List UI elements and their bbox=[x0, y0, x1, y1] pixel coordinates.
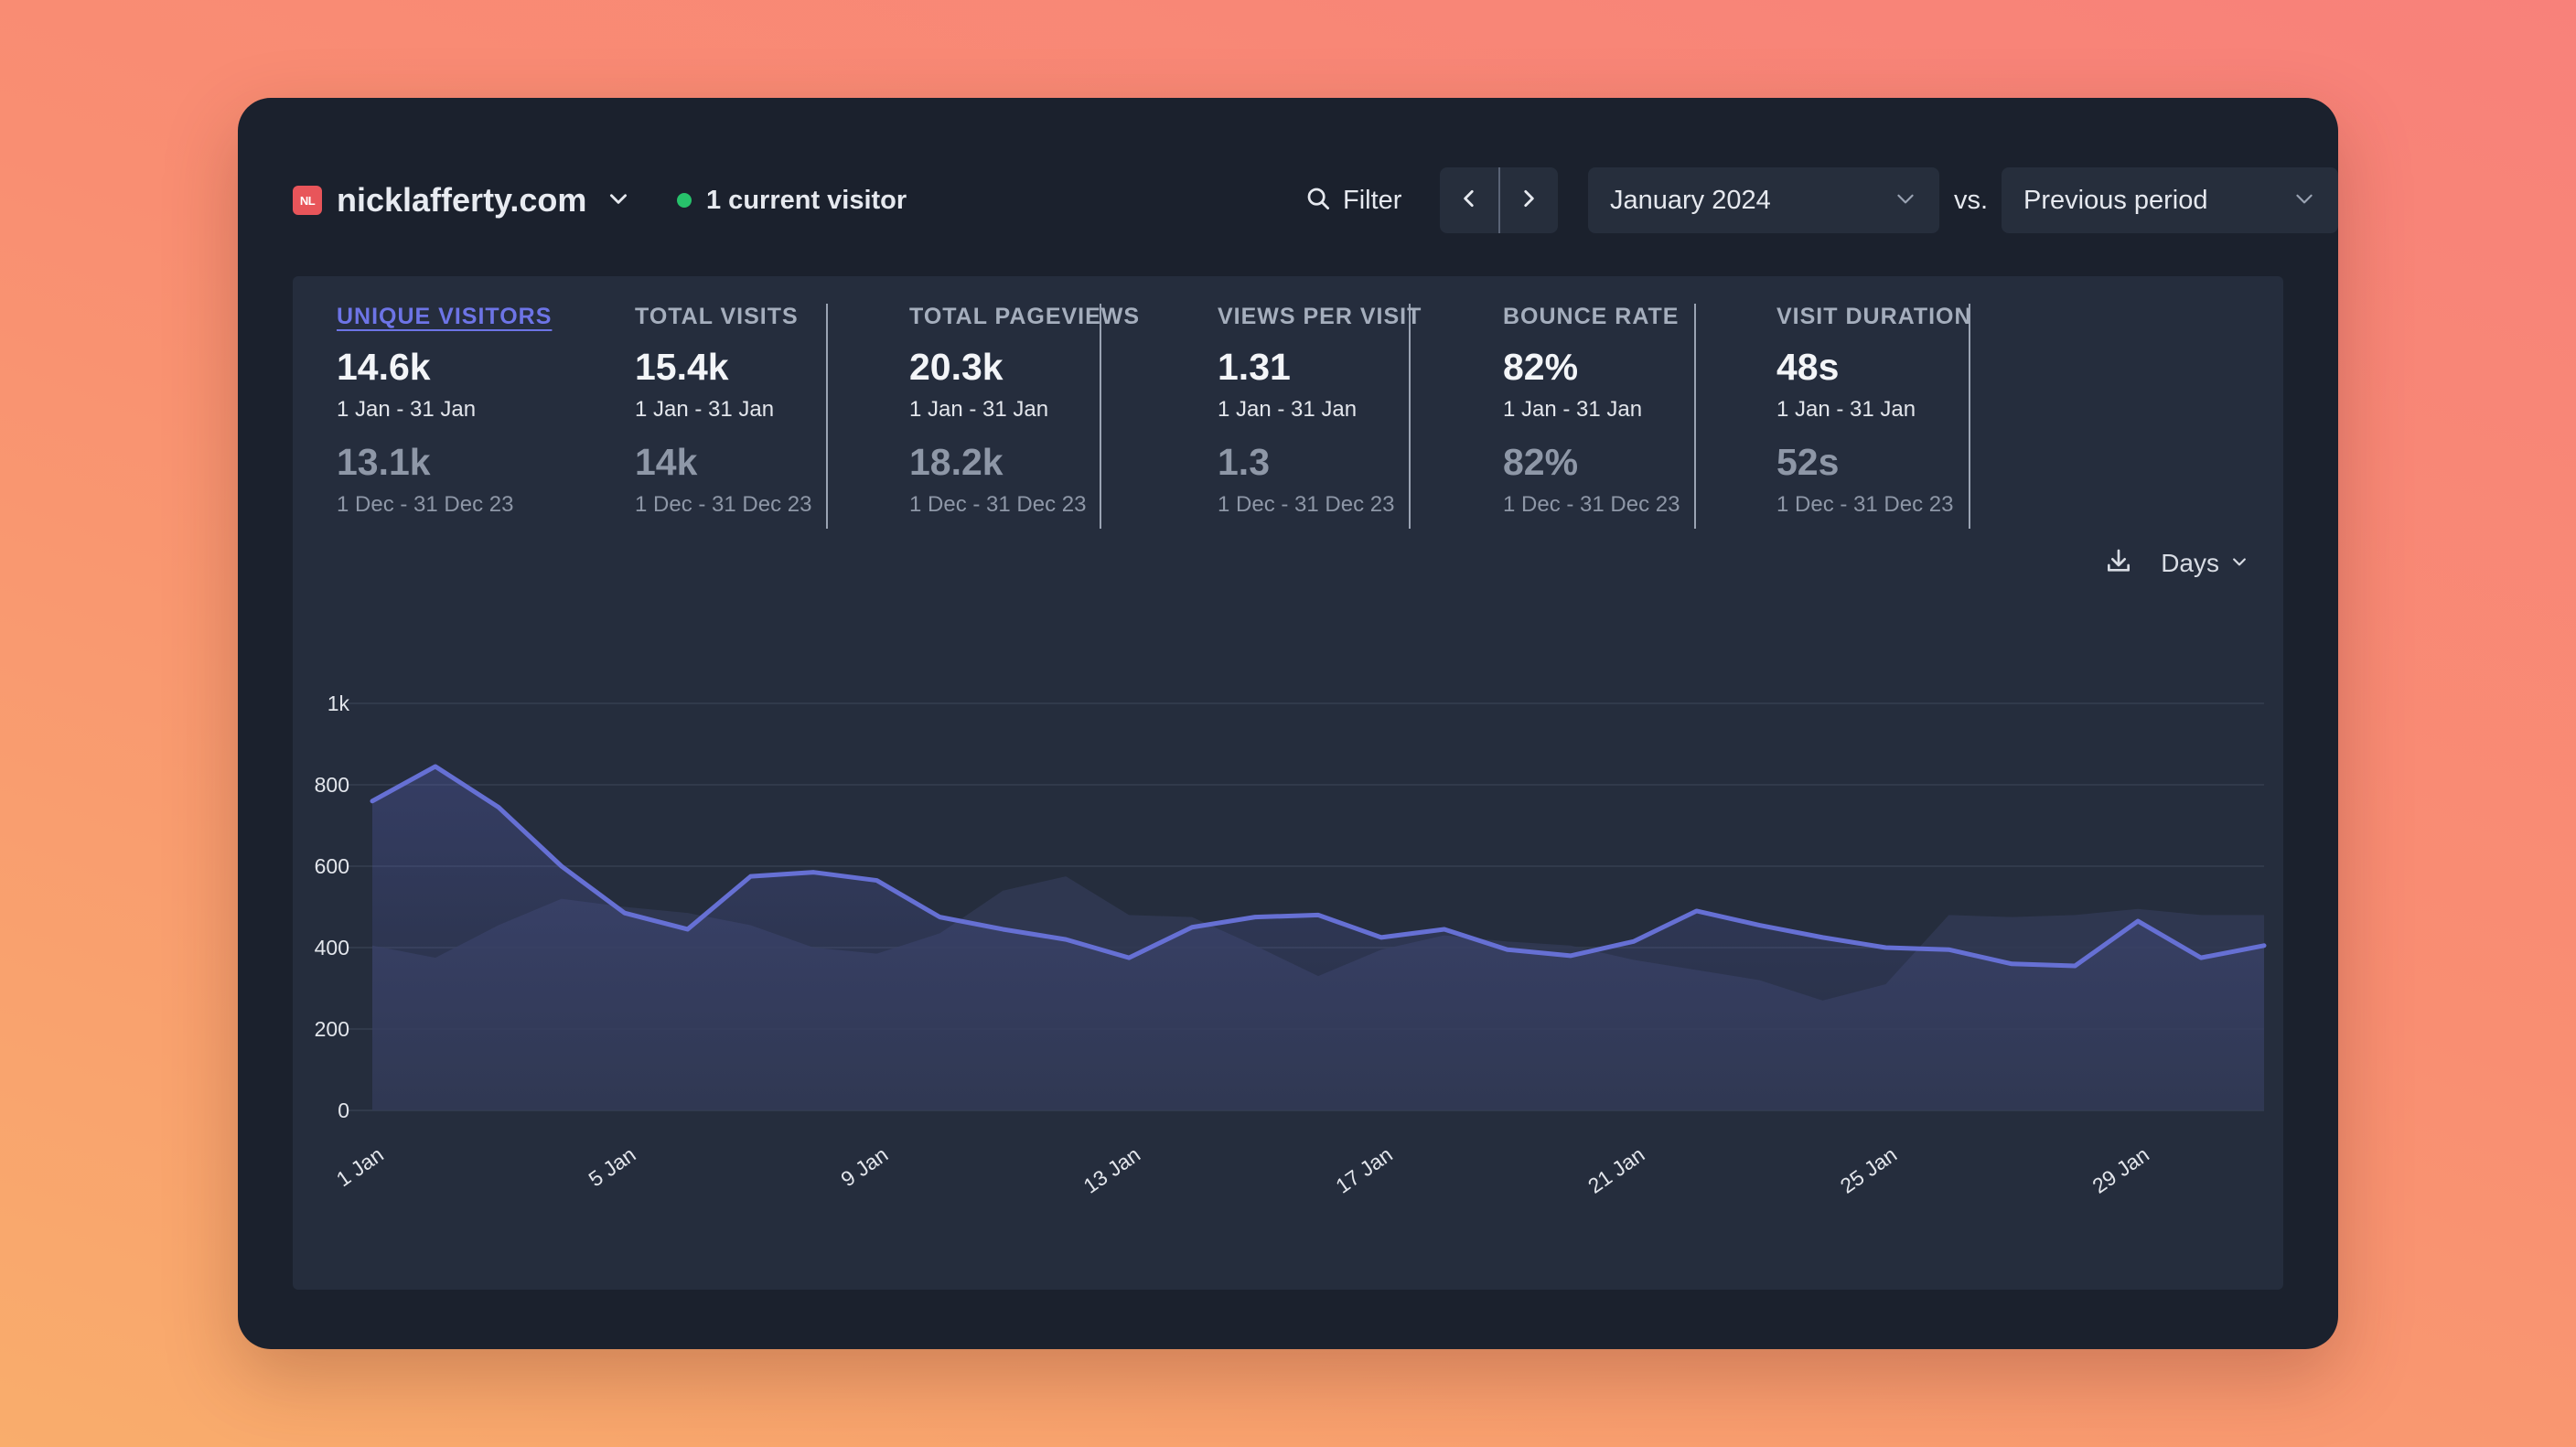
stat-range: 1 Jan - 31 Jan bbox=[1503, 397, 1643, 422]
chevron-down-icon bbox=[2230, 552, 2249, 575]
stat-divider bbox=[1409, 304, 1411, 529]
live-indicator-dot bbox=[677, 193, 692, 208]
period-navigation bbox=[1440, 167, 1558, 233]
filter-button[interactable]: Filter bbox=[1304, 167, 1401, 233]
stat-range: 1 Jan - 31 Jan bbox=[909, 397, 1049, 422]
current-visitors-label: 1 current visitor bbox=[706, 185, 907, 215]
stat-range: 1 Jan - 31 Jan bbox=[635, 397, 775, 422]
stat-range: 1 Jan - 31 Jan bbox=[337, 397, 477, 422]
x-tick-label: 17 Jan bbox=[1331, 1142, 1396, 1198]
stat-divider bbox=[826, 304, 828, 529]
vs-label: vs. bbox=[1954, 186, 1989, 215]
stat-range: 1 Jan - 31 Jan bbox=[1218, 397, 1358, 422]
x-tick-label: 25 Jan bbox=[1836, 1142, 1901, 1198]
stat-divider bbox=[1694, 304, 1696, 529]
stat-previous-range: 1 Dec - 31 Dec 23 bbox=[909, 492, 1087, 517]
download-button[interactable] bbox=[2104, 547, 2133, 581]
stat-bounce-rate[interactable]: BOUNCE RATE 82% 1 Jan - 31 Jan 82% 1 Dec… bbox=[1503, 304, 1680, 529]
stat-previous-range: 1 Dec - 31 Dec 23 bbox=[635, 492, 812, 517]
x-tick-label: 29 Jan bbox=[2088, 1142, 2153, 1198]
stat-divider bbox=[1100, 304, 1101, 529]
site-favicon: NL bbox=[293, 186, 322, 215]
x-tick-label: 21 Jan bbox=[1583, 1142, 1648, 1198]
stat-value: 48s bbox=[1776, 346, 1840, 388]
y-tick-label: 400 bbox=[315, 936, 349, 959]
site-switcher[interactable]: NL nicklafferty.com bbox=[293, 167, 630, 233]
y-tick-label: 600 bbox=[315, 854, 349, 878]
download-icon bbox=[2104, 547, 2133, 581]
stat-value: 14.6k bbox=[337, 346, 431, 388]
stat-value: 82% bbox=[1503, 346, 1579, 388]
stat-label: TOTAL PAGEVIEWS bbox=[909, 304, 1141, 329]
y-tick-label: 0 bbox=[338, 1099, 349, 1122]
stat-previous-value: 52s bbox=[1776, 441, 1840, 483]
stat-previous-value: 82% bbox=[1503, 441, 1579, 483]
next-period-button[interactable] bbox=[1500, 167, 1559, 233]
current-period-line[interactable] bbox=[370, 764, 2267, 969]
chevron-right-icon bbox=[1517, 187, 1540, 215]
stat-previous-range: 1 Dec - 31 Dec 23 bbox=[1503, 492, 1680, 517]
chevron-down-icon bbox=[606, 187, 630, 215]
y-tick-label: 800 bbox=[315, 773, 349, 797]
period-select-value: January 2024 bbox=[1610, 185, 1771, 215]
chevron-down-icon bbox=[2292, 187, 2316, 215]
stats-panel: UNIQUE VISITORS 14.6k 1 Jan - 31 Jan 13.… bbox=[293, 276, 2283, 1290]
stat-previous-range: 1 Dec - 31 Dec 23 bbox=[1776, 492, 1954, 517]
chevron-down-icon bbox=[1894, 187, 1917, 215]
current-period-area bbox=[372, 766, 2264, 1110]
stat-visit-duration[interactable]: VISIT DURATION 48s 1 Jan - 31 Jan 52s 1 … bbox=[1776, 304, 1972, 529]
stat-total-pageviews[interactable]: TOTAL PAGEVIEWS 20.3k 1 Jan - 31 Jan 18.… bbox=[909, 304, 1140, 529]
stat-previous-value: 13.1k bbox=[337, 441, 431, 483]
comparison-select[interactable]: Previous period bbox=[2002, 167, 2338, 233]
y-tick-label: 200 bbox=[315, 1017, 349, 1041]
y-tick-label: 1k bbox=[327, 691, 350, 715]
current-visitors[interactable]: 1 current visitor bbox=[677, 167, 907, 233]
interval-select-value: Days bbox=[2161, 549, 2219, 577]
x-tick-label: 13 Jan bbox=[1079, 1142, 1144, 1198]
stat-previous-range: 1 Dec - 31 Dec 23 bbox=[337, 492, 514, 517]
chevron-left-icon bbox=[1457, 187, 1481, 215]
stat-total-visits[interactable]: TOTAL VISITS 15.4k 1 Jan - 31 Jan 14k 1 … bbox=[635, 304, 811, 529]
interval-select[interactable]: Days bbox=[2161, 549, 2249, 578]
x-tick-label: 1 Jan bbox=[332, 1142, 388, 1192]
stat-views-per-visit[interactable]: VIEWS PER VISIT 1.31 1 Jan - 31 Jan 1.3 … bbox=[1218, 304, 1422, 529]
stat-previous-value: 14k bbox=[635, 441, 698, 483]
stat-label: TOTAL VISITS bbox=[635, 304, 799, 329]
stat-unique-visitors[interactable]: UNIQUE VISITORS 14.6k 1 Jan - 31 Jan 13.… bbox=[337, 304, 552, 529]
visitors-chart[interactable]: 0 200 400 600 800 1k 1 Jan 5 Jan 9 Jan 13 Jan 17 … bbox=[293, 276, 2283, 1290]
stat-range: 1 Jan - 31 Jan bbox=[1776, 397, 1916, 422]
chart-tools: Days bbox=[2104, 541, 2249, 585]
search-icon bbox=[1304, 185, 1332, 217]
stat-value: 15.4k bbox=[635, 346, 729, 388]
site-name: nicklafferty.com bbox=[337, 181, 587, 219]
dashboard-window: NL nicklafferty.com 1 current visitor Fi… bbox=[238, 98, 2338, 1349]
stat-previous-value: 1.3 bbox=[1218, 441, 1270, 483]
comparison-select-value: Previous period bbox=[2023, 185, 2208, 215]
stat-previous-range: 1 Dec - 31 Dec 23 bbox=[1218, 492, 1395, 517]
filter-label: Filter bbox=[1343, 185, 1402, 215]
top-bar: NL nicklafferty.com 1 current visitor Fi… bbox=[293, 167, 2338, 233]
arrow-divider bbox=[1497, 167, 1500, 233]
previous-period-button[interactable] bbox=[1440, 167, 1498, 233]
x-tick-label: 5 Jan bbox=[585, 1142, 640, 1192]
stat-label: VIEWS PER VISIT bbox=[1218, 304, 1422, 329]
stat-label: VISIT DURATION bbox=[1776, 304, 1972, 329]
stat-value: 1.31 bbox=[1218, 346, 1291, 388]
stat-divider bbox=[1969, 304, 1970, 529]
x-tick-label: 9 Jan bbox=[836, 1142, 892, 1192]
stat-value: 20.3k bbox=[909, 346, 1004, 388]
stat-previous-value: 18.2k bbox=[909, 441, 1004, 483]
stat-label: UNIQUE VISITORS bbox=[337, 304, 553, 329]
stat-label: BOUNCE RATE bbox=[1503, 304, 1680, 329]
period-select[interactable]: January 2024 bbox=[1588, 167, 1939, 233]
